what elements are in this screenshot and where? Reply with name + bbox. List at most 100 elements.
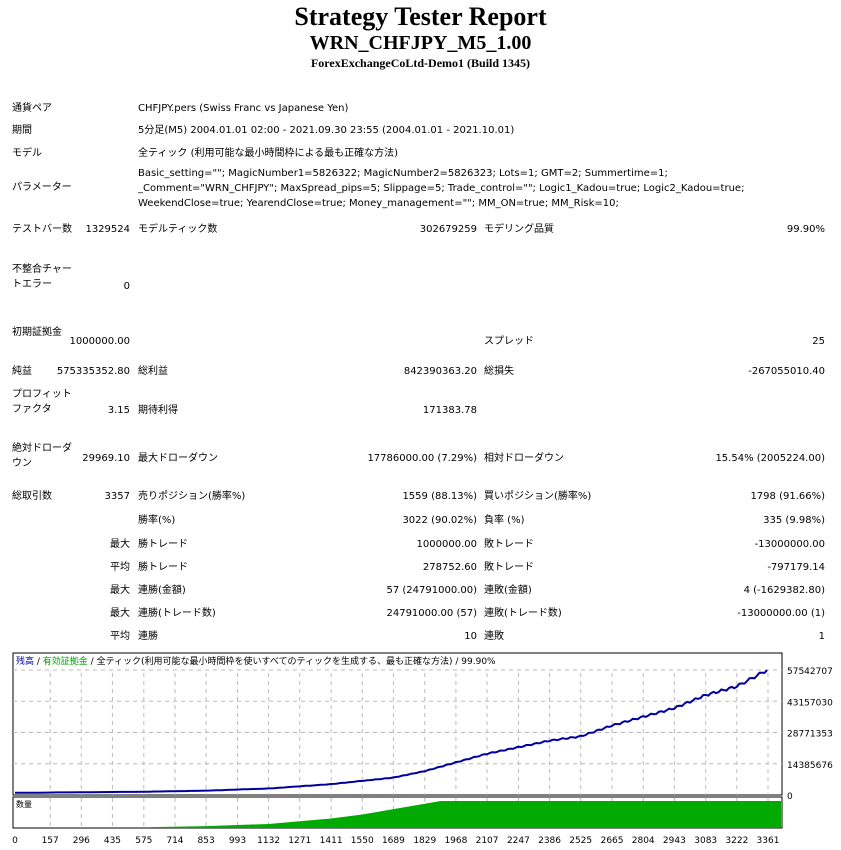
stat-max-dd-label: 最大ドローダウン	[138, 453, 218, 464]
stat-spread: 25	[812, 336, 825, 347]
stat-acw: 10	[464, 631, 477, 642]
x-tick-label: 1689	[382, 836, 405, 846]
stat-ticks-label: モデルティック数	[138, 224, 218, 235]
x-tick-label: 575	[135, 836, 152, 846]
x-tick-label: 853	[198, 836, 215, 846]
stat-deposit-label: 初期証拠金	[12, 327, 62, 338]
stat-short-label: 売りポジション(勝率%)	[138, 491, 246, 502]
stat-long: 1798 (91.66%)	[750, 491, 825, 502]
stat-expected: 171383.78	[422, 405, 477, 416]
x-tick-label: 2943	[663, 836, 686, 846]
stat-cl-amt-label: 連敗(金額)	[484, 585, 532, 596]
stat-gross-profit-label: 総利益	[138, 366, 168, 377]
stat-cl-amt: 4 (-1629382.80)	[743, 585, 825, 596]
balance-panel	[12, 652, 783, 796]
stat-cw-amt: 57 (24791000.00)	[386, 585, 477, 596]
stat-avg2: 平均	[110, 631, 130, 642]
y-tick-label: 14385676	[787, 761, 833, 771]
y-tick-label: 0	[787, 792, 793, 802]
x-tick-label: 3083	[694, 836, 717, 846]
ea-name: WRN_CHFJPY_M5_1.00	[309, 32, 532, 54]
x-tick-label: 0	[12, 836, 18, 846]
period-value: 5分足(M5) 2004.01.01 02:00 - 2021.09.30 23…	[138, 125, 515, 136]
server-name: ForexExchangeCoLtd-Demo1 (Build 1345)	[310, 56, 531, 70]
stat-acl-label: 連敗	[484, 631, 504, 642]
stat-trades: 3357	[104, 491, 130, 502]
stat-gross-loss-label: 総損失	[484, 366, 514, 377]
x-tick-label: 1132	[257, 836, 280, 846]
stat-quality: 99.90%	[786, 224, 825, 235]
x-tick-label: 2247	[507, 836, 530, 846]
params-label: パラメーター	[12, 182, 72, 193]
volume-label: 数量	[16, 799, 32, 809]
x-tick-label: 714	[166, 836, 183, 846]
stat-cw-amt-label: 連勝(金額)	[138, 585, 186, 596]
symbol-value: CHFJPY.pers (Swiss Franc vs Japanese Yen…	[138, 103, 349, 114]
x-tick-label: 2665	[601, 836, 624, 846]
stat-avg-win-label: 勝トレード	[138, 562, 188, 573]
stat-loss: 335 (9.98%)	[763, 515, 825, 526]
x-tick-label: 296	[73, 836, 90, 846]
stat-max-win-label: 勝トレード	[138, 539, 188, 550]
stat-avg-win: 278752.60	[422, 562, 477, 573]
stat-expected-label: 期待利得	[138, 405, 178, 416]
symbol-label: 通貨ペア	[12, 103, 52, 114]
model-label: モデル	[12, 148, 42, 159]
volume-area	[143, 801, 782, 828]
stat-win-label: 勝率(%)	[138, 515, 176, 526]
stat-avg-loss: -797179.14	[767, 562, 825, 573]
x-tick-label: 2107	[476, 836, 499, 846]
stat-abs-dd: 29969.10	[82, 453, 130, 464]
chart-legend: 残高 / 有効証拠金 / 全ティック(利用可能な最小時間枠を使いすべてのティック…	[16, 655, 496, 667]
balance-chart: 0 157 296 435 575 714 853 993 1132 1271 1411 1550 16…	[12, 652, 833, 846]
stat-errors-label: 不整合チャートエラー	[12, 264, 72, 290]
x-tick-label: 2386	[538, 836, 561, 846]
stat-max3: 最大	[110, 608, 130, 619]
y-tick-label: 28771353	[787, 730, 833, 740]
stat-abs-dd-label: 絶対ドローダウン	[12, 443, 72, 469]
stat-max-loss: -13000000.00	[754, 539, 825, 550]
params-value: Basic_setting=""; MagicNumber1=5826322; …	[138, 168, 745, 209]
x-tick-label: 1411	[320, 836, 343, 846]
stat-cl-cnt-label: 連敗(トレード数)	[484, 608, 562, 619]
legend-equity: 有効証拠金	[43, 655, 88, 667]
stat-short: 1559 (88.13%)	[402, 491, 477, 502]
x-tick-label: 1968	[444, 836, 467, 846]
stat-spread-label: スプレッド	[484, 336, 534, 347]
model-value: 全ティック (利用可能な最小時間枠による最も正確な方法)	[138, 148, 399, 159]
stat-ticks: 302679259	[419, 224, 477, 235]
stat-acl: 1	[818, 631, 825, 642]
stat-pf: 3.15	[107, 405, 130, 416]
stat-win: 3022 (90.02%)	[402, 515, 477, 526]
stat-pf-label: プロフィットファクタ	[12, 389, 72, 415]
stat-max2: 最大	[110, 585, 130, 596]
legend-quality: 99.90%	[461, 657, 496, 667]
x-tick-label: 2525	[569, 836, 592, 846]
x-tick-label: 435	[104, 836, 121, 846]
x-tick-label: 3222	[725, 836, 748, 846]
stat-bars-label: テストバー数	[12, 224, 72, 235]
legend-sep3: /	[453, 657, 462, 667]
stat-errors: 0	[123, 281, 130, 292]
x-tick-label: 2804	[632, 836, 655, 846]
legend-sep1: /	[34, 657, 43, 667]
stat-rel-dd-label: 相対ドローダウン	[484, 453, 564, 464]
stat-long-label: 買いポジション(勝率%)	[484, 491, 592, 502]
stat-cl-cnt: -13000000.00 (1)	[737, 608, 825, 619]
y-tick-label: 57542707	[787, 667, 833, 677]
stat-max-win: 1000000.00	[416, 539, 477, 550]
stat-cw-cnt: 24791000.00 (57)	[386, 608, 477, 619]
stat-max1: 最大	[110, 539, 130, 550]
x-tick-label: 993	[229, 836, 246, 846]
balance-line	[14, 669, 768, 794]
legend-balance: 残高	[16, 655, 34, 667]
legend-sep2: /	[88, 657, 97, 667]
stat-loss-label: 負率 (%)	[484, 515, 525, 526]
period-label: 期間	[12, 125, 32, 136]
x-tick-label: 1550	[351, 836, 374, 846]
stat-max-loss-label: 敗トレード	[484, 539, 534, 550]
report-title: Strategy Tester Report	[294, 2, 547, 31]
x-tick-label: 3361	[757, 836, 780, 846]
stat-trades-label: 総取引数	[12, 491, 52, 502]
stat-net-label: 純益	[12, 366, 32, 377]
